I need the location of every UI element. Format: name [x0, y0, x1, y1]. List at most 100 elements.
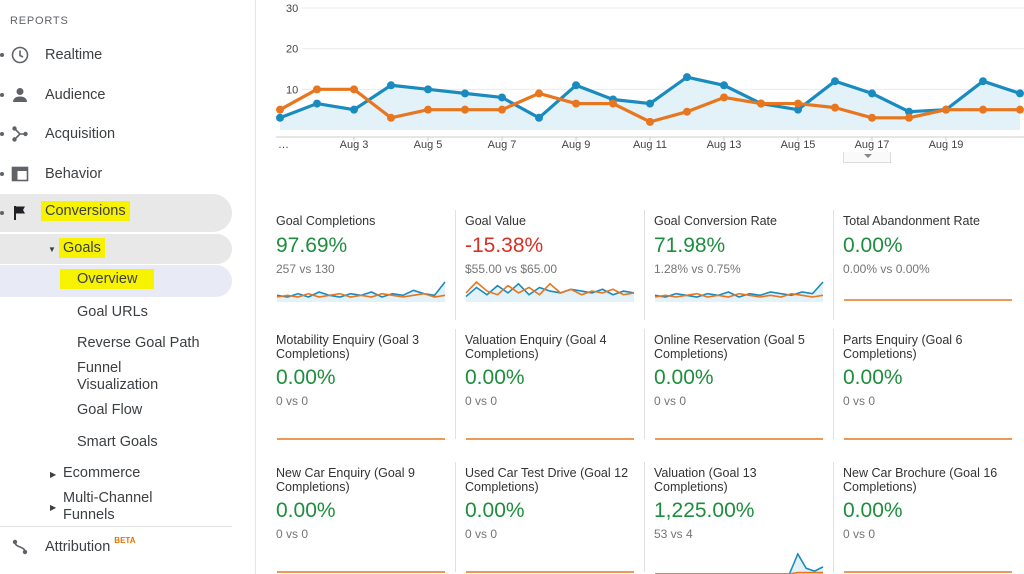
series-point — [757, 99, 765, 108]
scorecard-tile[interactable]: Goal Completions 97.69% 257 vs 130 — [276, 214, 452, 332]
sidebar-nav: REPORTS Realtime Audience Acquisition — [0, 0, 256, 574]
series-point — [572, 99, 580, 108]
tile-divider — [644, 210, 645, 320]
tile-compare-text: 0 vs 0 — [276, 394, 309, 408]
sidebar-item-goal-urls[interactable]: Goal URLs — [77, 304, 148, 320]
scorecard-tile[interactable]: Valuation (Goal 13 Completions) 1,225.00%… — [654, 466, 830, 574]
sidebar-item-overview[interactable]: Overview — [60, 269, 155, 289]
sidebar-item-reverse-goal-path[interactable]: Reverse Goal Path — [77, 335, 200, 351]
goals-active-bg — [0, 234, 232, 264]
tile-change-value: 0.00% — [843, 499, 903, 522]
person-icon — [10, 85, 30, 105]
series-point — [1016, 105, 1024, 114]
series-point — [498, 105, 506, 114]
acquisition-icon — [10, 124, 30, 144]
scorecard-tile[interactable]: Total Abandonment Rate 0.00% 0.00% vs 0.00… — [843, 214, 1019, 332]
attribution-label: Attribution — [45, 539, 111, 555]
sidebar-item-audience[interactable]: Audience — [0, 79, 256, 111]
tile-sparkline — [844, 299, 1012, 301]
x-tick-label: Aug 17 — [855, 139, 890, 151]
scorecard-tile[interactable]: Valuation Enquiry (Goal 4 Completions) 0.… — [465, 333, 641, 451]
tile-change-value: 1,225.00% — [654, 499, 755, 522]
behavior-icon — [10, 164, 30, 184]
x-tick-label: Aug 11 — [633, 139, 667, 151]
sidebar-item-acquisition[interactable]: Acquisition — [0, 118, 256, 150]
sparkline-area — [466, 283, 634, 302]
tile-compare-text: 0.00% vs 0.00% — [843, 262, 930, 276]
sparkline-series — [276, 292, 446, 298]
attribution-icon — [10, 537, 30, 557]
tile-change-value: 0.00% — [465, 499, 525, 522]
sidebar-item-multi-channel-funnels[interactable]: Multi-Channel Funnels — [63, 490, 152, 524]
bullet-icon — [0, 53, 4, 57]
goal-completions-line-chart: 30 20 10 … Aug 3 Aug 5 Aug 7 Aug 9 Aug 11 Aug 13 A… — [276, 3, 1024, 151]
tile-divider — [455, 329, 456, 439]
series-point — [646, 117, 654, 126]
scorecard-tile[interactable]: Goal Conversion Rate 71.98% 1.28% vs 0.75% — [654, 214, 830, 332]
sidebar-item-label: Acquisition — [45, 126, 116, 142]
scorecard-tile[interactable]: Motability Enquiry (Goal 3 Completions) 0… — [276, 333, 452, 451]
tile-sparkline — [844, 438, 1012, 440]
sidebar-item-funnel-visualization[interactable]: Funnel Visualization — [77, 360, 158, 394]
series-point — [683, 73, 691, 82]
sidebar-item-goal-flow[interactable]: Goal Flow — [77, 402, 143, 418]
tile-divider — [644, 329, 645, 439]
tile-compare-text: 0 vs 0 — [465, 527, 498, 541]
sidebar-item-label: Visualization — [77, 377, 159, 393]
sidebar-divider — [0, 526, 232, 527]
sidebar-item-behavior[interactable]: Behavior — [0, 158, 256, 190]
tile-compare-text: 0 vs 0 — [276, 527, 309, 541]
tile-change-value: 71.98% — [654, 234, 726, 257]
x-tick-label: Aug 19 — [929, 139, 964, 151]
tile-divider — [644, 462, 645, 572]
sidebar-item-goals[interactable]: Goals — [59, 238, 105, 258]
sidebar-item-ecommerce[interactable]: Ecommerce — [63, 465, 141, 481]
series-point — [831, 77, 839, 86]
sidebar-item-attribution[interactable]: Attribution BETA — [0, 531, 256, 563]
caret-right-icon: ▶ — [50, 470, 57, 479]
bullet-icon — [0, 93, 4, 97]
tile-metric-name: Valuation (Goal 13 Completions) — [654, 466, 757, 494]
tile-divider — [833, 210, 834, 320]
scorecard-tile[interactable]: Used Car Test Drive (Goal 12 Completions… — [465, 466, 641, 574]
sparkline-series — [465, 280, 635, 296]
bullet-icon — [0, 211, 4, 215]
scorecard-tile[interactable]: Goal Value -15.38% $55.00 vs $65.00 — [465, 214, 641, 332]
sidebar-item-realtime[interactable]: Realtime — [0, 39, 256, 71]
bullet-icon — [0, 132, 4, 136]
tile-change-value: 0.00% — [843, 366, 903, 389]
scorecard-tile[interactable]: New Car Enquiry (Goal 9 Completions) 0.00… — [276, 466, 452, 574]
scorecard-tile[interactable]: New Car Brochure (Goal 16 Completions) 0.… — [843, 466, 1019, 574]
series-point — [276, 113, 284, 122]
tile-compare-text: 0 vs 0 — [654, 394, 687, 408]
tile-sparkline — [654, 281, 824, 302]
scorecard-tile[interactable]: Online Reservation (Goal 5 Completions) 0… — [654, 333, 830, 451]
series-point — [794, 105, 802, 114]
sparkline-series — [655, 571, 823, 574]
sidebar-item-label: Audience — [45, 87, 106, 103]
sidebar-item-label: Realtime — [45, 47, 103, 63]
tile-metric-name: Total Abandonment Rate — [843, 214, 980, 228]
highlighter-mark: Overview — [60, 269, 155, 289]
series-point — [1016, 89, 1024, 98]
series-point — [424, 85, 432, 94]
tile-compare-text: 257 vs 130 — [276, 262, 335, 276]
x-tick-label: Aug 13 — [707, 139, 742, 151]
series-point — [424, 105, 432, 114]
series-point — [868, 113, 876, 122]
reports-section-label: REPORTS — [10, 15, 69, 27]
tile-divider — [833, 462, 834, 572]
sidebar-item-conversions[interactable]: Conversions — [0, 197, 256, 229]
scorecard-tile[interactable]: Parts Enquiry (Goal 6 Completions) 0.00% 0… — [843, 333, 1019, 451]
series-point — [350, 85, 358, 94]
series-point — [461, 105, 469, 114]
tile-metric-name: Goal Completions — [276, 214, 376, 228]
tile-change-value: -15.38% — [465, 234, 544, 257]
sidebar-item-smart-goals[interactable]: Smart Goals — [77, 434, 158, 450]
tile-divider — [455, 210, 456, 320]
series-point — [535, 113, 543, 122]
series-point — [572, 81, 580, 90]
chart-expand-tab[interactable] — [843, 152, 891, 163]
tile-divider — [455, 462, 456, 572]
y-tick-label: 20 — [286, 44, 298, 56]
